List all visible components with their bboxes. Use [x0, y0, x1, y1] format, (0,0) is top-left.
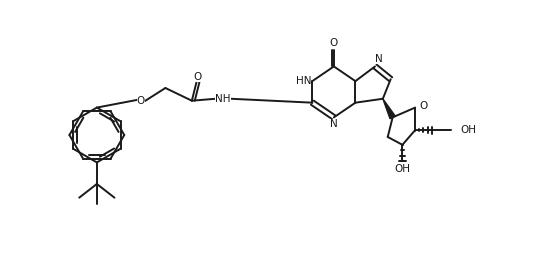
Text: NH: NH	[216, 94, 231, 104]
Text: OH: OH	[394, 164, 410, 174]
Text: HN: HN	[296, 76, 311, 86]
Text: O: O	[137, 96, 145, 106]
Text: OH: OH	[460, 125, 476, 135]
Text: O: O	[420, 101, 428, 111]
Text: O: O	[194, 72, 202, 82]
Polygon shape	[383, 99, 395, 119]
Text: N: N	[330, 119, 338, 129]
Text: N: N	[375, 54, 383, 64]
Text: O: O	[330, 38, 338, 48]
